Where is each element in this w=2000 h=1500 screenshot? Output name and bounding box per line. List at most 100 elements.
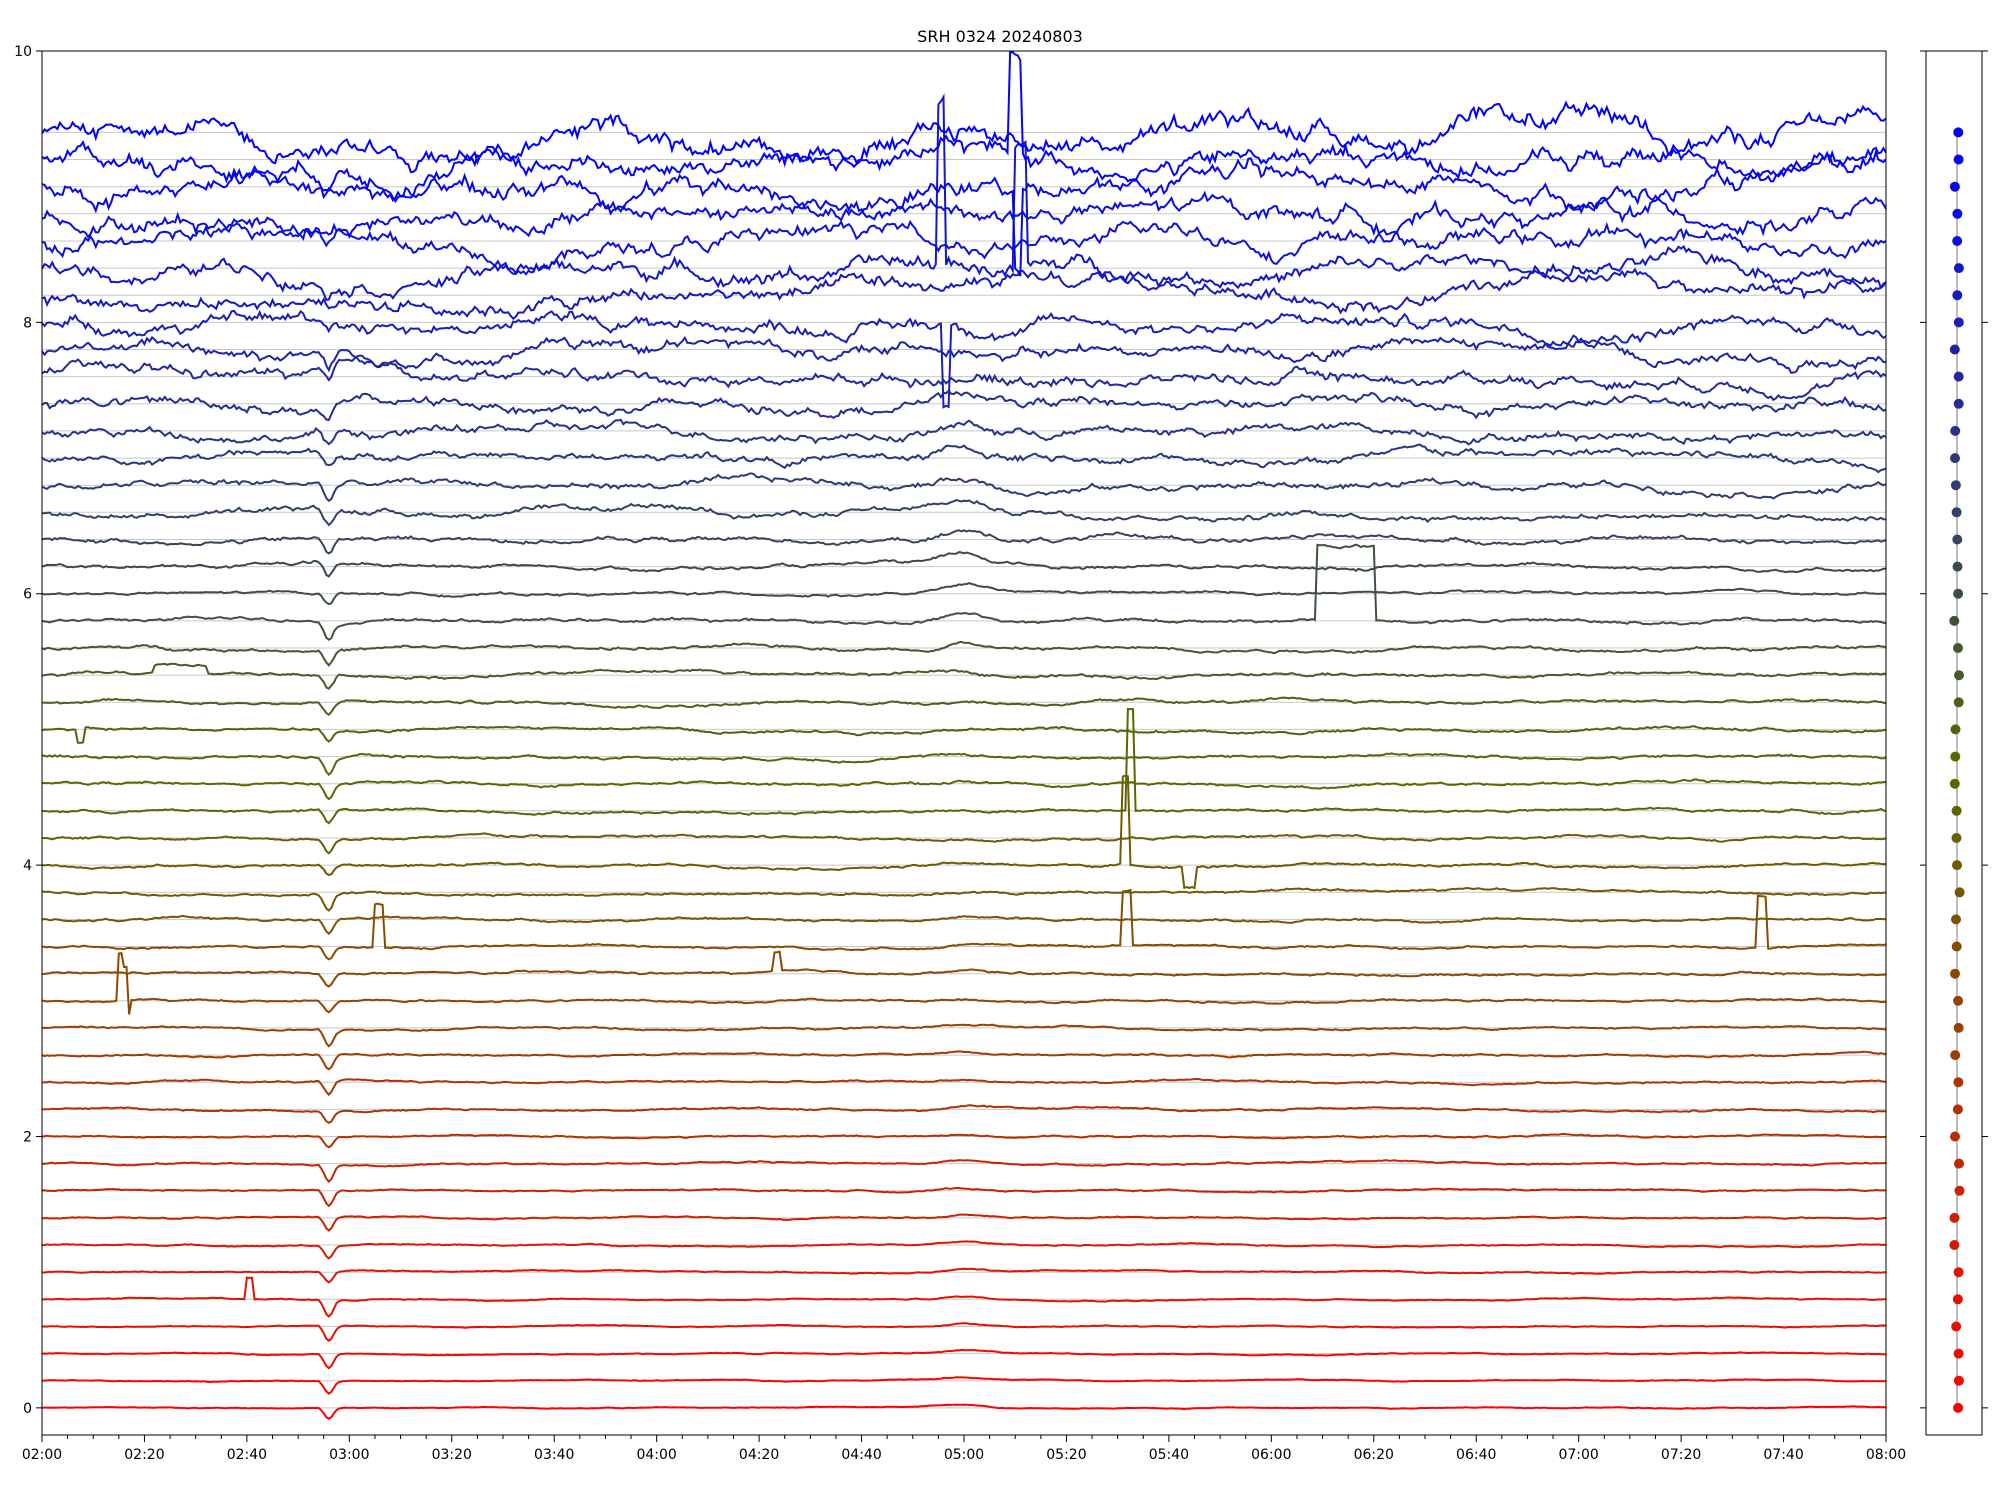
trace-line [41,1132,1887,1149]
main-plot-frame [41,50,1887,1436]
side-marker [1953,1267,1964,1278]
trace-line [42,499,1887,527]
trace-line [41,354,1887,402]
x-tick-label: 06:00 [1251,1447,1291,1463]
trace-line [41,582,1887,606]
x-tick-label: 05:00 [944,1447,984,1463]
side-marker [1953,1375,1964,1386]
trace-line [41,1348,1887,1370]
side-marker [1952,1294,1963,1305]
x-tick-label: 04:20 [739,1447,779,1463]
trace-line [41,950,1887,988]
trace-line [41,778,1886,801]
trace-line [42,1267,1887,1284]
x-tick-label: 04:00 [636,1447,676,1463]
side-marker [1949,778,1960,789]
side-marker [1951,941,1962,952]
trace-line [41,93,1887,301]
trace-line [41,1276,1887,1318]
trace-line [41,752,1887,777]
side-marker [1949,1212,1960,1223]
side-marker [1953,995,1964,1006]
side-marker [1950,453,1960,464]
side-marker [1950,425,1961,436]
side-marker [1950,1050,1961,1061]
trace-line [41,888,1887,961]
trace-line [41,1240,1887,1260]
side-marker [1953,1348,1964,1359]
side-marker [1951,833,1962,843]
trace-line [41,696,1887,717]
side-marker [1952,236,1963,246]
trace-line [41,886,1887,912]
side-marker [1953,317,1964,328]
x-tick-label: 08:00 [1866,1447,1906,1463]
trace-line [41,1403,1887,1420]
x-axis: 02:00 02:20 02:40 03:00 03:20 03:40 04:00 04:20… [22,1435,1906,1463]
side-marker [1953,1077,1964,1088]
trace-line [41,1023,1887,1048]
trace-line [42,1376,1887,1395]
trace-line [41,146,1887,277]
trace-line [42,1159,1887,1184]
side-marker [1949,344,1960,355]
trace-line [41,832,1887,855]
x-tick-label: 06:20 [1354,1447,1394,1463]
side-marker [1949,181,1960,192]
y-tick-label: 8 [23,315,32,331]
traces [41,51,1887,1420]
side-marker [1954,1158,1964,1169]
trace-line [41,1050,1887,1071]
side-axis [1920,50,1988,1409]
side-marker [1953,1402,1964,1413]
x-tick-label: 07:40 [1763,1447,1803,1463]
x-tick-label: 04:40 [841,1447,881,1463]
x-tick-label: 07:20 [1661,1447,1701,1463]
side-plot [1920,50,1988,1436]
side-marker [1951,1321,1962,1332]
side-marker [1953,398,1964,409]
side-marker [1950,480,1961,491]
trace-line [41,51,1887,203]
trace-line [41,543,1887,641]
trace-line [41,951,1887,1015]
side-marker [1951,507,1962,518]
main-plot: SRH 0324 20240803 0 2 4 6 8 10 02:00 02:20 02:4… [14,27,1906,1463]
x-tick-label: 02:20 [124,1447,164,1463]
trace-line [41,190,1887,241]
side-marker [1953,643,1963,653]
side-marker [1951,914,1961,925]
y-tick-label: 2 [23,1129,32,1145]
side-marker [1953,1022,1964,1033]
trace-line [41,1077,1887,1097]
x-tick-label: 02:40 [227,1447,267,1463]
side-points [1949,127,1965,1413]
trace-line [41,551,1886,578]
trace-line [41,662,1887,690]
side-marker [1950,1131,1960,1142]
side-marker [1954,887,1965,898]
side-marker [1953,263,1964,274]
side-marker [1949,1240,1960,1250]
side-marker [1953,588,1964,599]
side-marker [1952,1104,1963,1115]
trace-line [41,1322,1887,1342]
side-marker [1951,805,1962,816]
x-tick-label: 03:40 [534,1447,574,1463]
trace-line [41,418,1887,446]
trace-line [41,1104,1887,1124]
y-tick-label: 6 [23,587,32,603]
trace-line [41,389,1887,422]
side-marker [1952,290,1963,301]
side-marker [1952,208,1963,219]
side-marker [1950,751,1961,762]
side-plot-frame [1925,50,1983,1436]
trace-line [41,443,1887,474]
x-tick-label: 05:20 [1046,1447,1086,1463]
trace-line [41,1213,1887,1232]
side-marker [1954,1185,1965,1196]
side-marker [1953,371,1964,382]
side-marker [1954,670,1964,681]
x-tick-label: 03:20 [432,1447,472,1463]
